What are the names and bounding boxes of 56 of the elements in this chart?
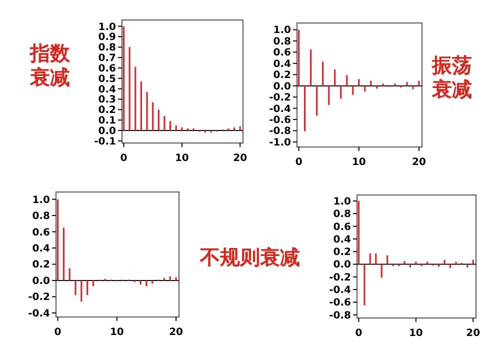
x-tick-label: 0 xyxy=(295,157,302,168)
y-tick-label: 1.0 xyxy=(273,25,292,36)
y-tick-label: 0.8 xyxy=(333,209,352,220)
y-tick-label: -0.6 xyxy=(329,298,352,309)
text: 指数衰减 xyxy=(29,41,71,89)
x-tick-label: 10 xyxy=(352,157,366,168)
x-tick-label: 0 xyxy=(120,153,128,164)
x-tick-label: 10 xyxy=(110,327,124,338)
y-tick-label: -0.2 xyxy=(269,92,292,104)
x-tick-label: 0 xyxy=(54,327,62,338)
y-tick-label: 0.6 xyxy=(333,222,352,233)
y-tick-label: -0.8 xyxy=(269,126,292,138)
y-tick-label: 0.0 xyxy=(32,276,50,287)
y-tick-label: 0.8 xyxy=(273,36,292,48)
text: 振荡衰减 xyxy=(431,53,472,101)
y-tick-label: 0.5 xyxy=(98,74,116,85)
y-tick-label: 0.0 xyxy=(273,81,292,92)
y-tick-label: 0.7 xyxy=(98,53,116,64)
y-tick-label: 0.6 xyxy=(273,48,292,59)
y-tick-label: 0.4 xyxy=(32,244,50,255)
y-tick-label: 0.2 xyxy=(333,247,352,258)
y-tick-label: 1.0 xyxy=(32,194,50,206)
y-tick-label: -0.6 xyxy=(269,115,292,126)
y-tick-label: 0.2 xyxy=(98,105,116,116)
y-tick-label: 0.6 xyxy=(98,63,116,74)
x-tick-label: 10 xyxy=(174,153,189,164)
y-tick-label: 0.0 xyxy=(333,260,352,271)
x-tick-label: 20 xyxy=(233,153,248,164)
y-tick-label: -1.0 xyxy=(269,137,292,148)
y-tick-label: 0.0 xyxy=(98,126,116,137)
y-tick-label: 0.6 xyxy=(32,227,50,238)
y-tick-label: 0.4 xyxy=(273,58,292,70)
y-tick-label: 0.4 xyxy=(98,84,116,96)
y-tick-label: -0.4 xyxy=(329,285,352,296)
y-tick-label: -0.2 xyxy=(28,292,50,304)
y-tick-label: 0.4 xyxy=(333,234,352,246)
text: 不规则衰减 xyxy=(199,245,300,269)
y-tick-label: 0.2 xyxy=(273,70,292,82)
y-tick-label: 0.3 xyxy=(98,94,116,106)
y-tick-label: 0.2 xyxy=(32,260,50,271)
x-tick-label: 20 xyxy=(169,327,184,338)
x-tick-label: 10 xyxy=(408,328,423,339)
y-tick-label: -0.1 xyxy=(94,136,116,148)
y-tick-label: 0.9 xyxy=(98,32,116,44)
y-tick-label: 1.0 xyxy=(333,196,352,208)
y-tick-label: -0.4 xyxy=(269,104,292,115)
y-tick-label: 1.0 xyxy=(98,22,116,33)
y-tick-label: -0.8 xyxy=(329,310,352,322)
x-tick-label: 20 xyxy=(466,328,480,339)
y-tick-label: 0.8 xyxy=(32,211,50,222)
y-tick-label: 0.8 xyxy=(98,42,116,54)
y-tick-label: -0.2 xyxy=(329,272,352,284)
y-tick-label: 0.1 xyxy=(98,116,116,127)
y-tick-label: -0.4 xyxy=(28,308,50,320)
x-tick-label: 20 xyxy=(412,157,426,168)
x-tick-label: 0 xyxy=(355,328,362,339)
